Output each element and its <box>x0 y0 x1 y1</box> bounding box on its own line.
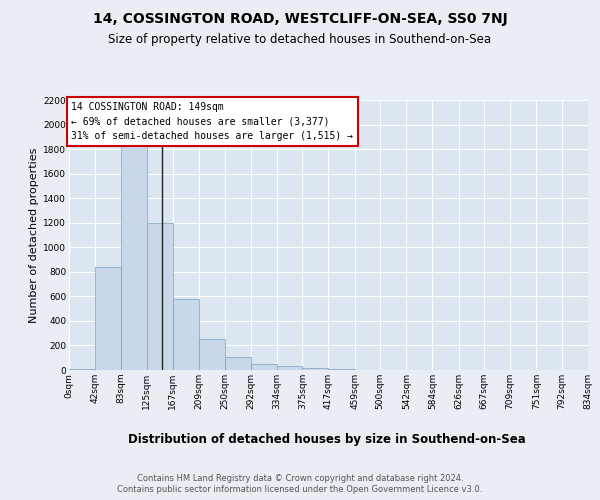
Text: 14, COSSINGTON ROAD, WESTCLIFF-ON-SEA, SS0 7NJ: 14, COSSINGTON ROAD, WESTCLIFF-ON-SEA, S… <box>92 12 508 26</box>
Y-axis label: Number of detached properties: Number of detached properties <box>29 148 39 322</box>
Text: 14 COSSINGTON ROAD: 149sqm
← 69% of detached houses are smaller (3,377)
31% of s: 14 COSSINGTON ROAD: 149sqm ← 69% of deta… <box>71 102 353 142</box>
Text: Size of property relative to detached houses in Southend-on-Sea: Size of property relative to detached ho… <box>109 32 491 46</box>
Bar <box>173 299 199 370</box>
Bar <box>302 368 329 370</box>
Bar <box>147 222 173 370</box>
Bar <box>277 366 302 370</box>
Bar <box>224 356 251 370</box>
Text: Contains HM Land Registry data © Crown copyright and database right 2024.: Contains HM Land Registry data © Crown c… <box>137 474 463 483</box>
Bar <box>95 267 121 370</box>
Text: Contains public sector information licensed under the Open Government Licence v3: Contains public sector information licen… <box>118 485 482 494</box>
Bar <box>121 137 147 370</box>
Bar <box>251 364 277 370</box>
Bar <box>199 338 224 370</box>
Text: Distribution of detached houses by size in Southend-on-Sea: Distribution of detached houses by size … <box>128 432 526 446</box>
